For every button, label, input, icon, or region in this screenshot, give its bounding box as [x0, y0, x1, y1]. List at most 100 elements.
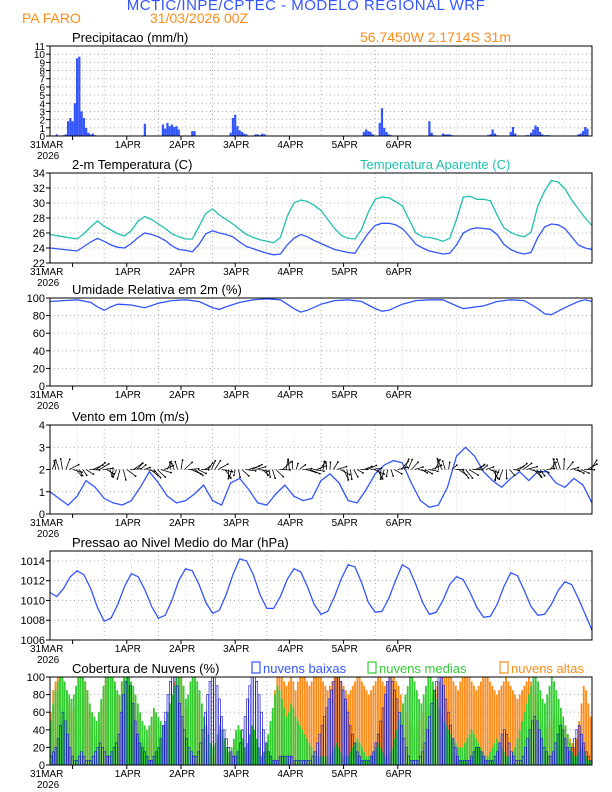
cloud-mid-bar [381, 751, 384, 765]
wind-direction-arrow [543, 469, 549, 473]
wind-direction-arrow [103, 467, 113, 470]
wind-arrow-head [595, 459, 598, 462]
cloud-mid-bar [264, 743, 267, 765]
cloud-high-bar [482, 677, 485, 765]
cloud-mid-bar [159, 721, 162, 765]
wind-direction-arrow [197, 469, 207, 474]
wind-direction-arrow [123, 469, 127, 480]
wind-direction-arrow [437, 460, 443, 470]
precip-bar [193, 131, 196, 136]
cloud-mid-bar [148, 725, 151, 765]
wind-direction-arrow [386, 469, 389, 477]
cloud-high-bar [303, 677, 306, 765]
wind-direction-arrow [448, 462, 451, 470]
wind-direction-arrow [363, 465, 373, 470]
cloud-mid-bar [587, 760, 590, 765]
cloud-mid-bar [427, 677, 430, 765]
precip-xtick-label: 5APR [332, 140, 358, 151]
wind-arrow-head [417, 461, 420, 464]
wind-direction-arrow [442, 460, 446, 470]
pres-title: Pressao ao Nivel Medio do Mar (hPa) [72, 535, 289, 550]
cloud-mid-bar [470, 729, 473, 765]
wind-ytick-label: 1 [39, 487, 45, 499]
cloud-high-bar [459, 681, 462, 765]
cloud-mid-bar [232, 738, 235, 765]
cloud-mid-bar [578, 751, 581, 765]
wind-xtick-label: 31MAR [30, 518, 63, 529]
wind-direction-arrow [349, 469, 353, 480]
wind-direction-arrow [533, 469, 542, 477]
precip-xtick-label: 4APR [277, 140, 303, 151]
cloud-high-bar [354, 681, 356, 765]
wind-direction-arrow [53, 460, 57, 470]
cloud-mid-bar [306, 738, 308, 765]
clouds-xtick-label: 5APR [332, 769, 358, 780]
pres-xtick-label: 2APR [169, 644, 195, 655]
wind-arrow-head [375, 464, 378, 467]
wind-arrow-head [53, 459, 56, 462]
cloud-mid-bar [555, 690, 558, 765]
cloud-mid-bar [164, 721, 167, 765]
cloud-mid-bar [354, 743, 356, 765]
wind-arrow-head [362, 471, 364, 474]
precip-bar [263, 134, 266, 136]
cloud-mid-bar [463, 743, 466, 765]
cloud-low-bar [101, 747, 104, 766]
cloud-mid-bar [187, 694, 190, 765]
cloud-mid-bar [155, 712, 158, 765]
cloud-mid-bar [248, 734, 251, 765]
cloud-mid-bar [370, 756, 372, 765]
cloud-high-bar [361, 681, 363, 765]
cloud-mid-bar [116, 690, 119, 765]
cloud-mid-bar [516, 738, 519, 765]
wind-arrow-head [348, 473, 351, 476]
wind-arrow-head [345, 465, 348, 468]
cloud-mid-bar [63, 681, 66, 765]
cloud-high-bar [445, 677, 448, 765]
wind-direction-arrow [512, 469, 520, 471]
cloud-mid-bar [363, 751, 366, 765]
cloud-mid-bar [521, 721, 523, 765]
run-date: 31/03/2026 00Z [150, 10, 249, 26]
precip-bar [91, 133, 95, 136]
wind-direction-arrow [285, 459, 289, 470]
cloud-high-bar [587, 703, 590, 765]
precip-ytick-label: 9 [39, 58, 45, 69]
cloud-low-bar [416, 760, 420, 766]
cloud-low-bar [531, 720, 534, 766]
wind-direction-arrow [184, 462, 193, 470]
precip-bar [577, 134, 580, 136]
cloud-mid-bar [573, 756, 576, 765]
cloud-mid-bar [152, 707, 155, 765]
wind-direction-arrow [411, 461, 419, 470]
wind-direction-arrow [291, 461, 294, 470]
cloud-mid-bar [566, 734, 569, 765]
cloud-mid-bar [280, 699, 283, 765]
cloud-legend-swatch [251, 661, 261, 674]
wind-arrow-head [111, 467, 114, 470]
cloud-mid-bar [91, 712, 93, 765]
wind-arrow-head [107, 463, 110, 465]
cloud-mid-bar [171, 694, 174, 765]
cloud-high-bar [491, 685, 494, 765]
cloud-mid-bar [292, 707, 295, 765]
rh-ytick-label: 60 [33, 328, 45, 340]
clouds-ytick-label: 20 [33, 742, 45, 754]
precip-bar [261, 133, 264, 136]
cloud-mid-bar [374, 747, 377, 765]
precip-bar [383, 127, 386, 136]
temp-title: 2-m Temperatura (C) [72, 157, 192, 172]
wind-arrow-head [229, 477, 232, 479]
wind-arrow-head [582, 472, 585, 475]
precip-ytick-label: 3 [39, 107, 45, 118]
cloud-high-bar [345, 690, 347, 765]
pres-year-label: 2026 [37, 655, 60, 666]
cloud-mid-bar [290, 703, 292, 765]
temp-xtick-label: 31MAR [30, 267, 63, 278]
cloud-low-bar [411, 760, 415, 766]
temp-legend-apparent: Temperatura Aparente (C) [360, 157, 510, 172]
precip-bar [87, 132, 90, 136]
precip-bar [430, 132, 433, 136]
cloud-low-bar [304, 760, 308, 766]
wind-arrow-head [68, 458, 71, 461]
